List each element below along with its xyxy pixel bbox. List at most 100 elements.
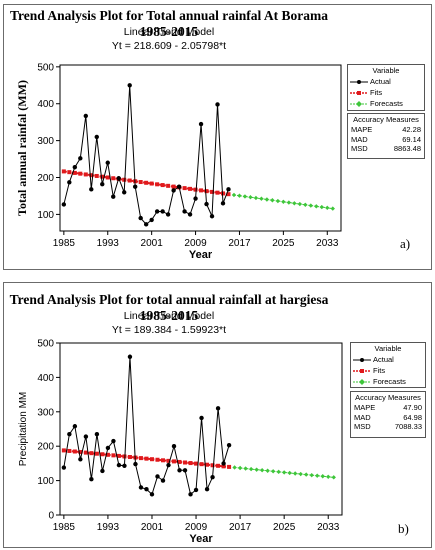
legend-title: Variable bbox=[372, 66, 400, 75]
actual-point bbox=[226, 187, 231, 192]
forecast-point bbox=[281, 470, 287, 475]
actual-point bbox=[193, 487, 199, 493]
actual-point bbox=[198, 121, 204, 127]
fit-point bbox=[72, 449, 77, 454]
fit-point bbox=[155, 182, 160, 187]
forecast-point bbox=[309, 472, 314, 478]
fit-point bbox=[61, 169, 66, 174]
fit-point bbox=[205, 462, 210, 467]
chart-title: Trend Analysis Plot for total annual rai… bbox=[9, 292, 329, 323]
forecast-point bbox=[303, 202, 308, 208]
accuracy-measures-box: Accuracy Measures MAPE 42.28 MAD 69.14 MSD… bbox=[347, 113, 425, 159]
actual-point bbox=[171, 188, 176, 193]
actual-point bbox=[116, 462, 122, 468]
fit-point bbox=[221, 191, 226, 196]
y-tick-label: 200 bbox=[37, 442, 54, 453]
actual-point bbox=[127, 354, 133, 359]
forecast-point bbox=[237, 465, 243, 471]
forecast-point bbox=[232, 465, 237, 470]
fit-point bbox=[67, 170, 72, 175]
forecast-point bbox=[276, 469, 281, 475]
actual-point bbox=[100, 468, 105, 474]
forecast-point bbox=[326, 474, 331, 480]
y-tick-label: 300 bbox=[37, 136, 54, 147]
y-tick-label: 500 bbox=[37, 62, 54, 73]
x-tick-label: 1993 bbox=[97, 238, 120, 249]
forecast-point bbox=[287, 470, 292, 476]
forecast-point bbox=[248, 466, 254, 472]
x-tick-label: 2025 bbox=[272, 238, 295, 249]
actual-point bbox=[127, 83, 132, 88]
forecast-point bbox=[314, 204, 319, 209]
actual-point bbox=[220, 201, 226, 206]
y-axis-label: Total annual rainfal (MM) bbox=[15, 80, 29, 216]
actual-point bbox=[215, 102, 220, 107]
actual-point bbox=[166, 462, 171, 468]
measure-value: 47.90 bbox=[403, 403, 422, 412]
fit-point bbox=[144, 456, 149, 461]
actual-point bbox=[187, 212, 193, 217]
fit-point bbox=[221, 464, 226, 469]
fit-point bbox=[155, 457, 160, 462]
actual-point bbox=[100, 181, 105, 187]
fit-point bbox=[83, 172, 88, 177]
forecast-point bbox=[275, 198, 281, 204]
x-tick-label: 2017 bbox=[229, 522, 252, 533]
legend-label: Actual bbox=[370, 77, 391, 86]
actual-point bbox=[116, 176, 121, 181]
actual-swatch bbox=[353, 357, 371, 362]
chart-svg: 0 100 200 300 400 500 1985 1993 2001 2009 2017 2025… bbox=[18, 339, 343, 545]
measure-value: 69.14 bbox=[402, 134, 421, 144]
forecast-point bbox=[264, 197, 270, 202]
x-tick-label: 2033 bbox=[317, 522, 340, 533]
measure-name: MSD bbox=[351, 144, 368, 153]
actual-point bbox=[133, 461, 138, 467]
actual-point bbox=[204, 487, 210, 492]
fit-point bbox=[122, 177, 127, 182]
actual-point bbox=[171, 444, 177, 449]
measure-value: 64.98 bbox=[403, 412, 422, 422]
y-axis-label: Precipitation MM bbox=[18, 392, 29, 466]
actual-point bbox=[89, 187, 94, 192]
forecast-point bbox=[303, 472, 309, 477]
y-tick-label: 100 bbox=[37, 210, 54, 221]
actual-point bbox=[204, 201, 209, 207]
chart-model: Linear Trend Model bbox=[123, 310, 215, 322]
forecast-point bbox=[259, 196, 264, 201]
fit-point bbox=[83, 450, 88, 455]
actual-point bbox=[72, 164, 78, 170]
y-tick-label: 400 bbox=[37, 373, 54, 384]
fit-point bbox=[177, 459, 182, 464]
x-tick-label: 2009 bbox=[184, 238, 207, 249]
fit-point bbox=[210, 463, 215, 468]
x-tick-label: 1985 bbox=[53, 522, 76, 533]
actual-point bbox=[221, 461, 226, 466]
legend-item-actual: Actual bbox=[348, 76, 424, 87]
fit-point bbox=[194, 461, 199, 466]
fit-point bbox=[172, 459, 177, 464]
actual-point bbox=[188, 492, 193, 497]
actual-point bbox=[61, 202, 67, 207]
measure-name: MAPE bbox=[351, 125, 373, 134]
fit-point bbox=[111, 453, 116, 458]
fits-swatch bbox=[350, 90, 368, 95]
y-tick-label: 400 bbox=[37, 99, 54, 110]
fit-point bbox=[226, 192, 231, 197]
legend-label: Fits bbox=[370, 88, 383, 97]
fit-point bbox=[116, 453, 121, 458]
fit-point bbox=[160, 458, 165, 463]
x-axis-label: Year bbox=[189, 249, 213, 261]
fit-point bbox=[61, 448, 66, 453]
actual-point bbox=[215, 406, 221, 411]
fit-point bbox=[78, 171, 83, 176]
actual-point bbox=[182, 468, 188, 473]
forecast-point bbox=[270, 198, 275, 203]
fit-point bbox=[94, 451, 99, 456]
legend-item-forecasts: Forecasts bbox=[348, 98, 424, 109]
panel-label: b) bbox=[398, 521, 409, 536]
fit-point bbox=[144, 180, 149, 185]
actual-point bbox=[209, 214, 215, 219]
fit-point bbox=[160, 183, 165, 188]
legend: Variable Actual Fits Forecasts bbox=[347, 64, 425, 111]
chart-equation: Yt = 218.609 - 2.05798*t bbox=[111, 40, 227, 52]
